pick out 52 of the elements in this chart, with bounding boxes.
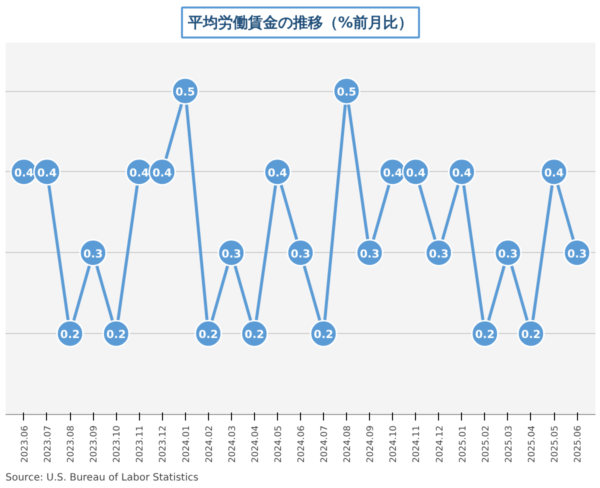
x-tick-label: 2024.05 [274,426,284,463]
data-label: 0.2 [106,328,126,342]
data-label: 0.4 [37,166,58,180]
data-label: 0.3 [498,247,518,260]
x-tick-label: 2023.11 [136,426,146,463]
x-tick-label: 2025.06 [574,425,584,463]
x-tick-label: 2023.07 [43,426,54,463]
source-note: Source: U.S. Bureau of Labor Statistics [6,472,198,484]
x-tick-label: 2024.11 [412,426,422,463]
x-tick-label: 2024.09 [366,425,376,463]
data-label: 0.5 [336,86,356,99]
data-label: 0.5 [176,86,196,99]
x-tick-label: 2024.08 [343,425,354,463]
data-label: 0.4 [268,166,288,180]
data-label: 0.4 [406,166,426,180]
data-label: 0.3 [567,247,587,260]
x-tick-label: 2024.07 [320,426,330,463]
data-label: 0.4 [544,166,564,180]
x-tick-label: 2023.08 [66,425,77,463]
x-tick-label: 2025.01 [458,426,468,463]
data-label: 0.3 [290,247,310,260]
x-tick-label: 2023.12 [158,426,169,463]
data-label: 0.3 [360,247,380,260]
x-tick-label: 2024.06 [297,425,307,463]
data-label: 0.3 [222,247,242,260]
x-tick-label: 2025.04 [527,425,538,463]
x-tick-label: 2024.10 [389,425,400,463]
data-label: 0.4 [152,166,172,180]
chart-title: 平均労働賃金の推移（%前月比） [186,14,414,32]
x-tick-label: 2024.04 [250,425,261,463]
x-tick-label: 2024.03 [228,426,238,463]
x-tick-label: 2025.03 [504,426,514,463]
x-tick-label: 2023.10 [112,425,123,463]
x-tick-label: 2024.12 [435,426,446,463]
x-tick-label: 2023.09 [90,425,100,463]
data-label: 0.2 [521,328,541,342]
x-tick-label: 2024.02 [204,426,215,463]
x-tick-label: 2025.02 [481,426,492,463]
data-label: 0.4 [452,166,472,180]
data-label: 0.2 [60,328,80,342]
data-label: 0.4 [14,166,34,180]
data-label: 0.4 [129,166,150,180]
x-tick-label: 2024.01 [182,426,192,463]
data-label: 0.3 [429,247,449,260]
data-label: 0.2 [244,328,264,342]
data-label: 0.3 [83,247,103,260]
data-label: 0.2 [314,328,334,342]
x-tick-label: 2025.05 [550,426,561,463]
data-label: 0.2 [198,328,218,342]
x-tick-label: 2023.06 [20,425,30,463]
data-label: 0.4 [382,166,403,180]
data-label: 0.2 [475,328,495,342]
